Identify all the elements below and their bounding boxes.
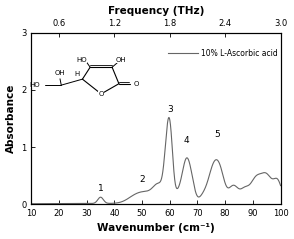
Text: 4: 4 (184, 136, 189, 145)
X-axis label: Wavenumber (cm⁻¹): Wavenumber (cm⁻¹) (97, 223, 215, 234)
Text: HO: HO (76, 57, 87, 63)
Text: 1: 1 (98, 184, 103, 193)
Text: O: O (134, 81, 139, 87)
Text: 3: 3 (167, 105, 173, 114)
Text: H: H (75, 71, 80, 77)
Text: HO: HO (29, 82, 40, 88)
Text: 5: 5 (214, 130, 220, 139)
Text: 10% L-Ascorbic acid: 10% L-Ascorbic acid (201, 49, 278, 58)
Text: OH: OH (55, 70, 65, 76)
X-axis label: Frequency (THz): Frequency (THz) (108, 5, 204, 16)
Text: O: O (98, 91, 104, 97)
Text: 2: 2 (139, 174, 145, 184)
Y-axis label: Absorbance: Absorbance (6, 84, 16, 153)
Text: OH: OH (116, 57, 126, 63)
